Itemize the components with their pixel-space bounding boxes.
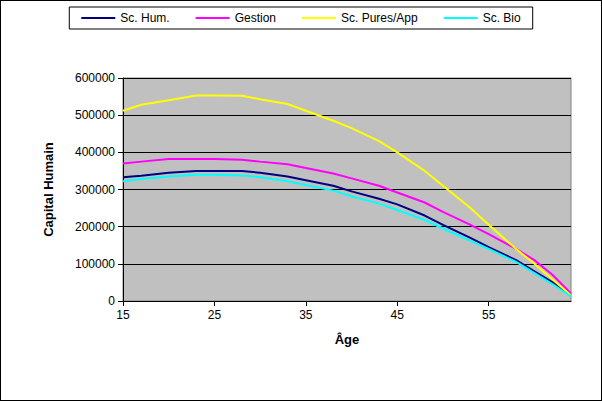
svg-text:Sc. Bio: Sc. Bio bbox=[483, 11, 521, 25]
svg-text:200000: 200000 bbox=[75, 220, 115, 234]
svg-text:45: 45 bbox=[391, 308, 405, 322]
svg-text:25: 25 bbox=[208, 308, 222, 322]
svg-text:Capital Humain: Capital Humain bbox=[41, 142, 56, 237]
svg-text:0: 0 bbox=[108, 294, 115, 308]
svg-text:600000: 600000 bbox=[75, 71, 115, 85]
svg-text:Sc. Pures/App: Sc. Pures/App bbox=[341, 11, 418, 25]
svg-text:500000: 500000 bbox=[75, 108, 115, 122]
svg-text:100000: 100000 bbox=[75, 257, 115, 271]
svg-text:Âge: Âge bbox=[335, 332, 360, 347]
svg-text:400000: 400000 bbox=[75, 145, 115, 159]
svg-text:Gestion: Gestion bbox=[235, 11, 276, 25]
svg-text:Sc. Hum.: Sc. Hum. bbox=[120, 11, 169, 25]
svg-text:15: 15 bbox=[116, 308, 130, 322]
svg-text:55: 55 bbox=[482, 308, 496, 322]
svg-text:35: 35 bbox=[299, 308, 313, 322]
svg-text:300000: 300000 bbox=[75, 183, 115, 197]
